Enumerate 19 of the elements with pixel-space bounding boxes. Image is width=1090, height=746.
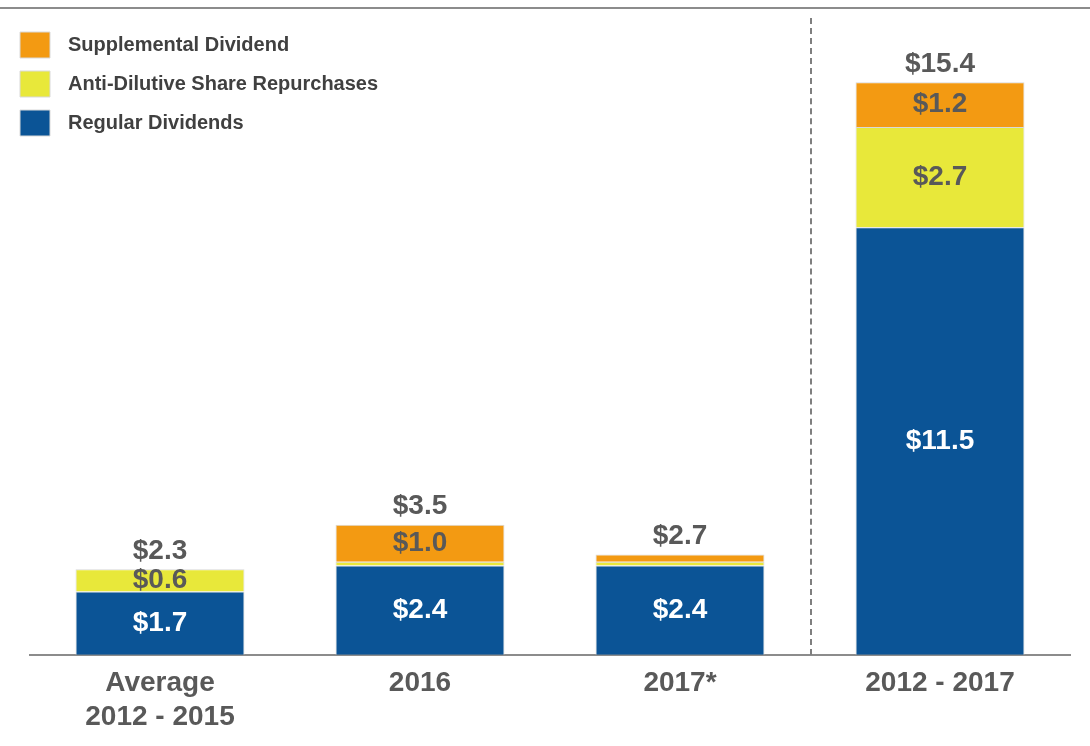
data-label: $1.7 <box>132 605 188 637</box>
x-tick-label: 2016 <box>388 666 452 698</box>
total-label: $3.5 <box>392 489 448 521</box>
x-tick-label: Average 2012 - 2015 <box>85 666 235 731</box>
data-label: $1.0 <box>392 525 448 557</box>
data-label: $2.4 <box>652 592 708 624</box>
data-label: $11.5 <box>905 423 975 455</box>
total-label: $15.4 <box>904 47 976 79</box>
legend-label: Supplemental Dividend <box>68 32 290 55</box>
data-label: $0.6 <box>132 563 188 595</box>
data-label: $2.4 <box>392 592 448 624</box>
x-tick-label: 2017* <box>643 666 717 698</box>
legend-label: Regular Dividends <box>68 110 244 133</box>
data-label: $1.2 <box>912 87 968 119</box>
total-label: $2.3 <box>132 534 188 566</box>
total-label: $2.7 <box>652 519 708 551</box>
x-tick-label: 2012 - 2017 <box>865 666 1015 698</box>
legend-label: Anti-Dilutive Share Repurchases <box>68 71 379 94</box>
data-label: $2.7 <box>912 159 968 191</box>
